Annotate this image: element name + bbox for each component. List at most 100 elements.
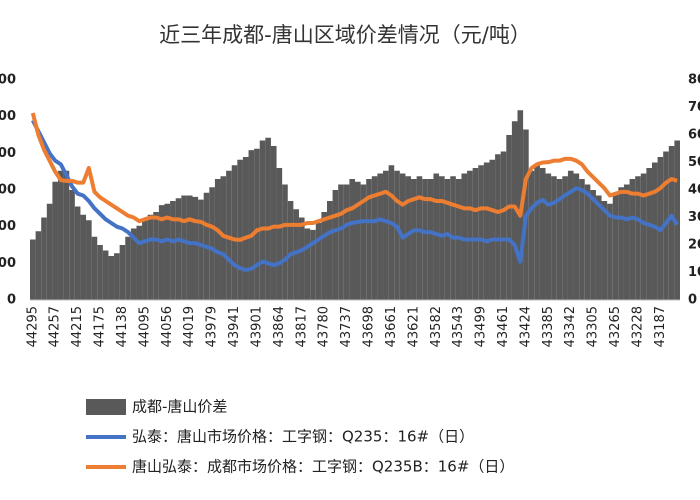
bar <box>405 176 412 300</box>
bar <box>97 245 103 300</box>
bar <box>63 170 70 300</box>
bar <box>640 173 647 300</box>
x-tick-label: 43780 <box>317 306 332 347</box>
x-tick-label: 44257 <box>48 306 63 347</box>
bar <box>551 176 557 300</box>
y-tick-label: 2000 <box>0 219 16 234</box>
x-tick-label: 43817 <box>294 306 309 347</box>
bar <box>489 159 496 300</box>
bar <box>366 179 372 300</box>
bar <box>41 217 47 300</box>
x-tick-label: 43187 <box>653 306 668 347</box>
y2-tick-label: 300 <box>688 210 700 225</box>
bar <box>153 212 159 300</box>
bar <box>102 250 109 300</box>
bar <box>52 181 59 300</box>
x-tick-label: 43265 <box>608 306 623 347</box>
bar <box>371 176 378 300</box>
bar <box>142 220 148 300</box>
bar <box>69 190 75 300</box>
bar <box>231 165 238 300</box>
bar <box>298 217 305 300</box>
bar <box>411 179 417 300</box>
bar <box>534 165 540 300</box>
bar <box>254 148 260 300</box>
bar <box>511 121 518 300</box>
y2-tick-label: 800 <box>688 73 700 88</box>
bar <box>136 225 143 300</box>
bar <box>444 179 451 300</box>
y-tick-label: 3000 <box>0 183 16 198</box>
x-tick-label: 43941 <box>227 306 242 347</box>
bar <box>427 179 434 300</box>
line-series <box>30 112 678 242</box>
line-series <box>31 119 679 272</box>
bar <box>259 140 266 300</box>
bar <box>265 137 271 300</box>
x-tick-label: 43424 <box>518 306 533 347</box>
bar <box>383 170 389 300</box>
bar <box>461 173 468 300</box>
bar <box>91 236 98 300</box>
x-tick-label: 43698 <box>362 306 377 347</box>
bar <box>276 168 283 300</box>
bar <box>360 184 367 300</box>
x-tick-label: 43901 <box>249 306 264 347</box>
bar <box>629 179 636 300</box>
bar <box>623 184 630 300</box>
x-tick-label: 43499 <box>474 306 489 347</box>
bar <box>573 173 580 300</box>
x-tick-label: 43385 <box>541 306 556 347</box>
bar <box>282 184 288 300</box>
y2-tick-label: 700 <box>688 100 700 115</box>
x-tick-label: 43979 <box>205 306 220 347</box>
y-tick-label: 4000 <box>0 146 16 161</box>
bar <box>472 168 479 300</box>
y-tick-label: 1000 <box>0 256 16 271</box>
bar <box>58 170 64 300</box>
bar <box>209 187 215 300</box>
x-tick-label: 43582 <box>429 306 444 347</box>
bar <box>80 214 87 300</box>
bar <box>478 165 484 300</box>
x-tick-label: 44175 <box>93 306 108 347</box>
bar <box>467 170 473 300</box>
bar <box>338 184 344 300</box>
bar <box>158 205 165 300</box>
x-tick-label: 43305 <box>586 306 601 347</box>
bar <box>612 192 619 300</box>
y2-tick-label: 500 <box>688 155 700 170</box>
bar <box>495 154 501 300</box>
bar <box>579 179 585 300</box>
bar <box>595 195 602 300</box>
bar <box>237 159 243 300</box>
bar <box>326 201 333 300</box>
bar <box>439 176 445 300</box>
legend-label: 唐山弘泰：成都市场价格：工字钢：Q235B：16#（日） <box>132 458 514 476</box>
bar <box>147 214 154 300</box>
bar <box>567 170 574 300</box>
bar <box>416 176 423 300</box>
bar <box>556 179 563 300</box>
bar <box>125 236 131 300</box>
bar <box>248 150 255 300</box>
bar <box>584 184 591 300</box>
x-tick-label: 43342 <box>563 306 578 347</box>
y-tick-label: 6000 <box>0 73 16 88</box>
bar <box>186 195 193 300</box>
bar <box>377 173 384 300</box>
x-tick-label: 43461 <box>496 306 511 347</box>
bar <box>181 195 187 300</box>
bar <box>483 162 490 300</box>
bar <box>422 179 428 300</box>
x-tick-label: 44019 <box>182 306 197 347</box>
bar <box>304 228 311 300</box>
bar <box>226 170 232 300</box>
bar <box>170 201 176 300</box>
bar <box>287 201 294 300</box>
bar <box>433 173 440 300</box>
bar <box>74 206 81 300</box>
y2-tick-label: 200 <box>688 238 700 253</box>
legend-label: 成都-唐山价差 <box>132 398 227 416</box>
